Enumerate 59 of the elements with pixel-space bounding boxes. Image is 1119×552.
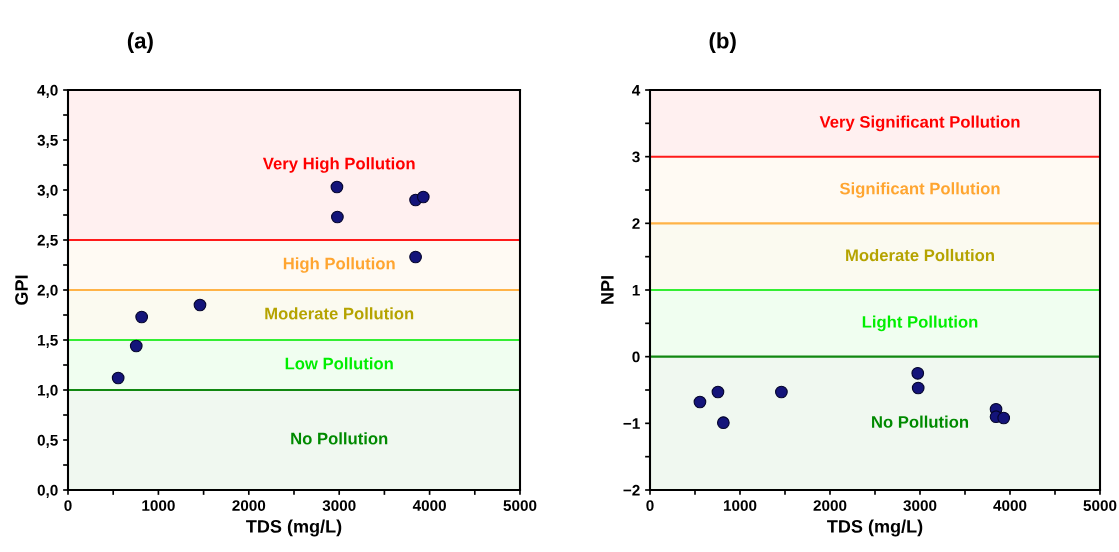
x-tick-label: 4000	[412, 500, 446, 511]
y-tick-label: 2	[632, 218, 640, 229]
y-tick-label: 1,0	[38, 384, 58, 398]
point	[416, 190, 430, 204]
x-tick-label: 5000	[503, 500, 537, 511]
band-label: Very Significant Pollution	[819, 115, 1020, 132]
point	[716, 416, 730, 430]
point	[911, 381, 925, 395]
x-tick-label: 0	[646, 500, 654, 511]
point	[711, 385, 725, 399]
chart-title: (b)	[709, 32, 736, 53]
band-label: Moderate Pollution	[846, 248, 994, 262]
point	[997, 411, 1011, 425]
x-tick-label: 2000	[232, 500, 266, 511]
y-tick-label: 3,0	[37, 184, 58, 198]
chart-title: (a)	[127, 32, 153, 53]
x-tick-label: 2000	[813, 500, 847, 511]
y-tick-label: 1	[632, 285, 640, 296]
y-axis-title: GPI	[15, 275, 28, 305]
band-label: Significant Pollution	[839, 182, 1000, 198]
band-label: High Pollution	[283, 257, 395, 273]
band-label: Low Pollution	[285, 357, 393, 370]
point	[129, 339, 143, 353]
y-tick-label: −1	[623, 418, 640, 429]
y-tick-label: 4,0	[37, 84, 58, 98]
y-tick-label: 0,0	[37, 484, 58, 498]
point	[111, 371, 125, 385]
y-tick-label: 0	[632, 351, 640, 363]
point	[775, 385, 788, 399]
x-tick-label: 3000	[322, 500, 356, 511]
x-tick-label: 5000	[1083, 500, 1117, 511]
point	[135, 310, 149, 324]
band-label: No Pollution	[291, 432, 388, 445]
x-tick-label: 1000	[723, 500, 757, 511]
point	[911, 366, 925, 380]
y-tick-label: −2	[623, 484, 640, 496]
band-label: Light Pollution	[862, 315, 978, 332]
y-tick-label: 2,5	[37, 234, 58, 248]
point	[193, 298, 207, 312]
point	[693, 395, 707, 409]
x-tick-label: 3000	[903, 500, 937, 511]
y-tick-label: 0,5	[37, 434, 58, 448]
y-tick-label: 1,5	[38, 335, 58, 348]
point	[330, 180, 344, 194]
y-tick-label: 3	[632, 151, 640, 163]
y-axis-title: NPI	[601, 276, 614, 304]
y-tick-label: 3,5	[37, 134, 58, 148]
x-tick-label: 4000	[993, 500, 1027, 511]
y-tick-label: 4	[632, 85, 641, 96]
x-tick-label: 0	[64, 500, 72, 511]
band-label: No Pollution	[872, 415, 969, 428]
point	[331, 210, 344, 224]
x-axis-title: TDS (mg/L)	[246, 519, 342, 537]
band-label: Very High Pollution	[262, 157, 415, 173]
point	[409, 250, 422, 264]
x-axis-title: TDS (mg/L)	[827, 519, 923, 537]
band-label: Moderate Pollution	[265, 307, 414, 320]
y-tick-label: 2,0	[37, 284, 58, 298]
x-tick-label: 1000	[142, 500, 175, 511]
